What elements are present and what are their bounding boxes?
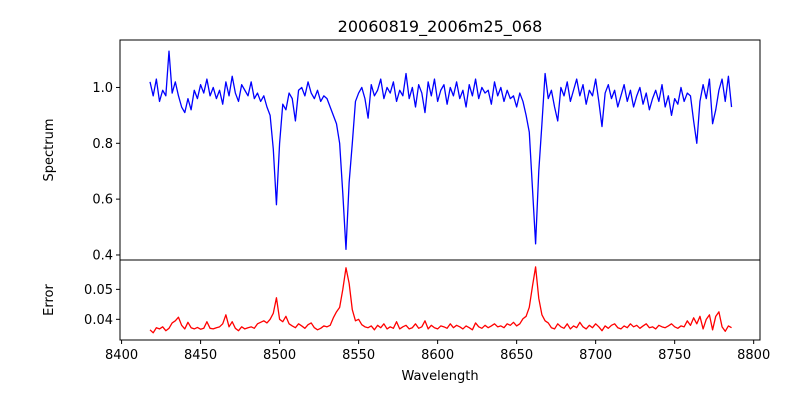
- spectrum-y-tick-label: 1.0: [92, 81, 113, 96]
- spectrum-panel: 0.4 0.6 0.8 1.0: [92, 39, 761, 263]
- error-x-tick-label: 8550: [342, 348, 375, 363]
- error-series-line: [149, 266, 732, 334]
- y-axis-label-error: Error: [42, 284, 57, 316]
- spectrum-y-tick-label: 0.8: [92, 137, 113, 152]
- error-y-tick-label: 0.05: [84, 283, 113, 298]
- error-x-tick-label: 8650: [500, 348, 533, 363]
- error-x-tick-label: 8700: [579, 348, 612, 363]
- chart-title: 20060819_2006m25_068: [338, 17, 543, 37]
- error-x-tick-label: 8600: [421, 348, 454, 363]
- error-x-tick-label: 8400: [105, 348, 138, 363]
- y-axis-label-spectrum: Spectrum: [42, 119, 57, 182]
- error-x-tick-label: 8450: [184, 348, 217, 363]
- spectrum-y-tick-label: 0.6: [92, 193, 113, 208]
- error-x-tick-label: 8500: [263, 348, 296, 363]
- error-axes-frame: [119, 259, 761, 341]
- error-x-tick-label: 8800: [737, 348, 770, 363]
- error-x-tick-label: 8750: [658, 348, 691, 363]
- spectrum-series-line: [149, 50, 733, 251]
- error-panel: 0.04 0.05 8400 8450 8500 8550 8600 8650 8700 8750…: [84, 259, 770, 363]
- error-y-tick-label: 0.04: [84, 313, 113, 328]
- x-axis-label: Wavelength: [401, 369, 478, 384]
- spectrum-y-tick-label: 0.4: [92, 248, 113, 263]
- spectrum-axes-frame: [119, 39, 761, 261]
